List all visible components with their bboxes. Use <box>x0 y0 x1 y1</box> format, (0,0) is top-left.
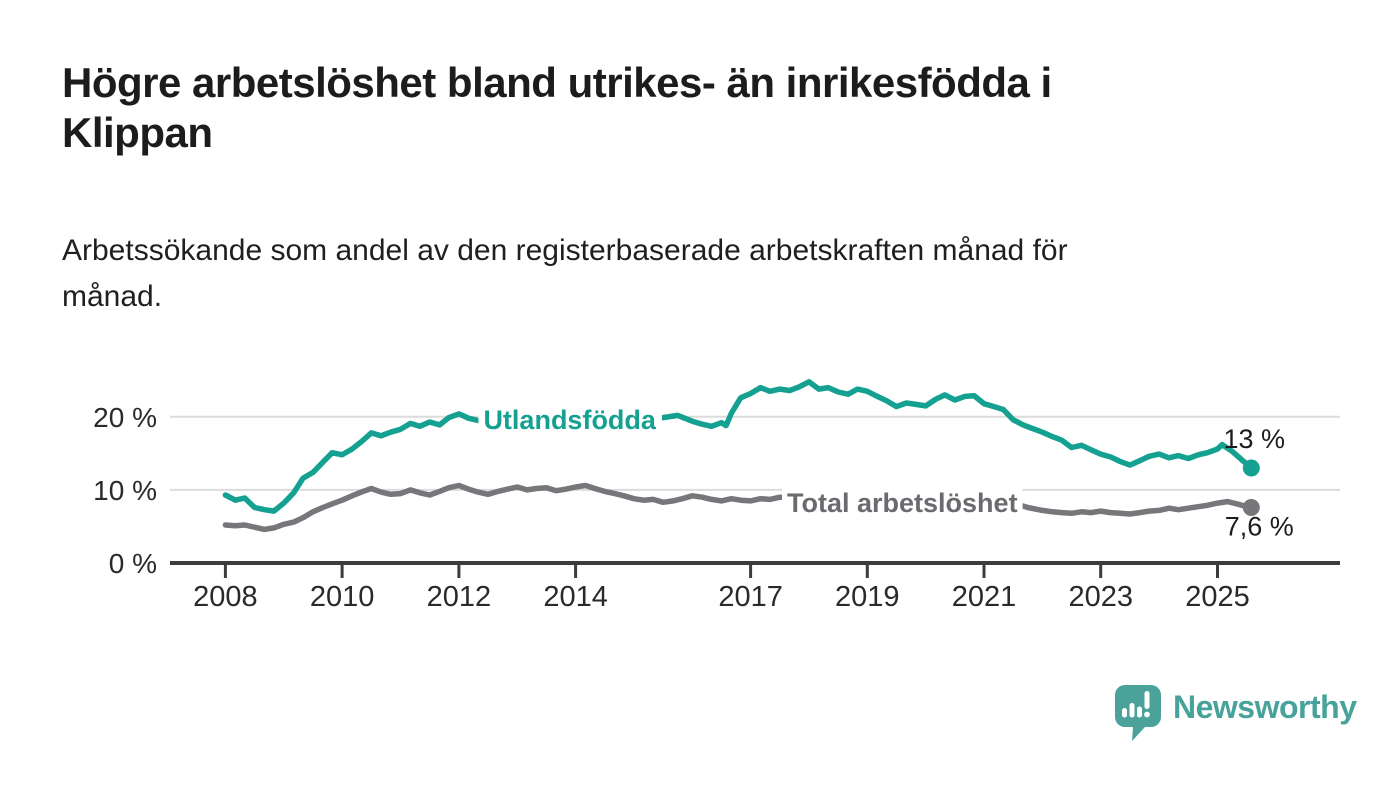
chart-subtitle-line-1: Arbetssökande som andel av den registerb… <box>62 234 1068 267</box>
x-tick-label: 2019 <box>835 581 900 613</box>
series-total-arbetsl-shet <box>222 482 1255 533</box>
y-axis: 0 % 10 % 20 % <box>93 402 157 579</box>
y-tick-label: 10 % <box>93 475 157 506</box>
series-label-total-arbetsl-shet: Total arbetslöshet <box>782 486 1023 521</box>
x-tick-label: 2017 <box>718 581 783 613</box>
x-axis: 2008 2010 2012 2014 2017 2019 2021 2023 2025 <box>170 561 1340 613</box>
series-line-total-arbetsl-shet <box>222 482 1255 533</box>
chart-subtitle-line-2: månad. <box>62 280 163 313</box>
series-label-text: Utlandsfödda <box>483 405 656 435</box>
chart-subtitle: Arbetssökande som andel av den registerb… <box>62 228 1362 320</box>
x-tick-label: 2023 <box>1068 581 1133 613</box>
y-tick-label: 0 % <box>109 548 157 579</box>
chart-title-line-2: Klippan <box>62 109 213 156</box>
x-tick-label: 2014 <box>543 581 608 613</box>
end-value-label: 13 % <box>1224 424 1286 454</box>
exclamation-dot <box>1144 711 1150 718</box>
end-value-label: 7,6 % <box>1225 512 1294 542</box>
end-point-dot <box>1242 459 1260 477</box>
x-tick-label: 2010 <box>310 581 375 613</box>
x-tick-label: 2012 <box>427 581 492 613</box>
series-line-utlandsf-dda <box>222 379 1255 514</box>
series-label-text: Total arbetslöshet <box>787 488 1018 518</box>
series-label-halo <box>478 402 662 437</box>
newsworthy-brand: Newsworthy <box>1113 682 1357 746</box>
series-label-halo <box>782 486 1023 521</box>
series-label-utlandsf-dda: Utlandsfödda <box>478 402 662 437</box>
series-end-total-arbetsl-shet: 7,6 % <box>1225 499 1294 542</box>
newsworthy-wordmark: Newsworthy <box>1173 688 1357 725</box>
chart-title-line-1: Högre arbetslöshet bland utrikes- än inr… <box>62 59 1052 106</box>
end-point-dot <box>1242 499 1260 516</box>
y-tick-label: 20 % <box>93 402 157 433</box>
series-utlandsf-dda <box>222 379 1255 514</box>
series-end-utlandsf-dda: 13 % <box>1224 424 1286 477</box>
bar-chart-glyph <box>1122 691 1150 718</box>
x-tick-label: 2025 <box>1185 581 1250 613</box>
x-tick-label: 2021 <box>952 581 1017 613</box>
exclamation-bar <box>1144 691 1150 709</box>
x-tick-label: 2008 <box>193 581 258 613</box>
chart-title: Högre arbetslöshet bland utrikes- än inr… <box>62 58 1362 158</box>
newsworthy-logo-icon <box>1115 685 1161 741</box>
